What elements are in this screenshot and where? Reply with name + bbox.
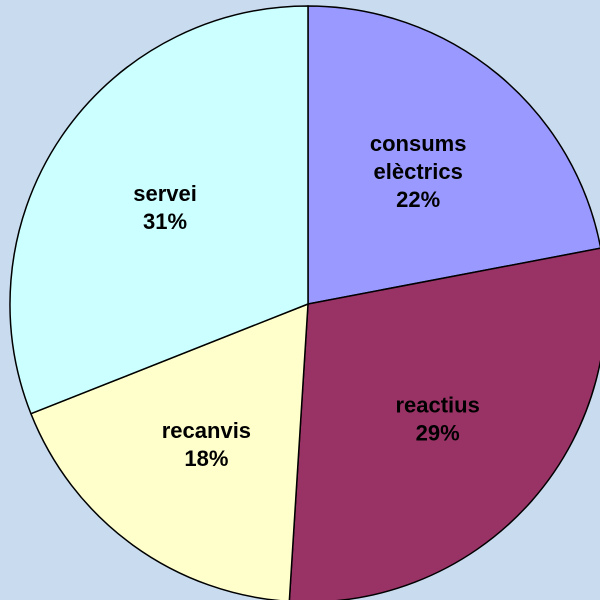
pie-slice (307, 5, 600, 305)
data-label: servei 31% (133, 181, 197, 234)
value-label: 22% (396, 187, 440, 212)
category-label: recanvis (162, 418, 251, 443)
value-label: 31% (143, 209, 187, 234)
data-label: recanvis 18% (162, 418, 251, 471)
pie-slice (288, 247, 600, 600)
category-label: consums elèctrics (370, 131, 467, 184)
data-label: reactius 29% (395, 392, 479, 445)
value-label: 29% (416, 420, 460, 445)
value-label: 18% (184, 446, 228, 471)
data-label: consums elèctrics 22% (370, 131, 467, 212)
category-label: reactius (395, 392, 479, 417)
pie-slice (9, 5, 309, 415)
pie-slice (29, 302, 309, 600)
category-label: servei (133, 181, 197, 206)
